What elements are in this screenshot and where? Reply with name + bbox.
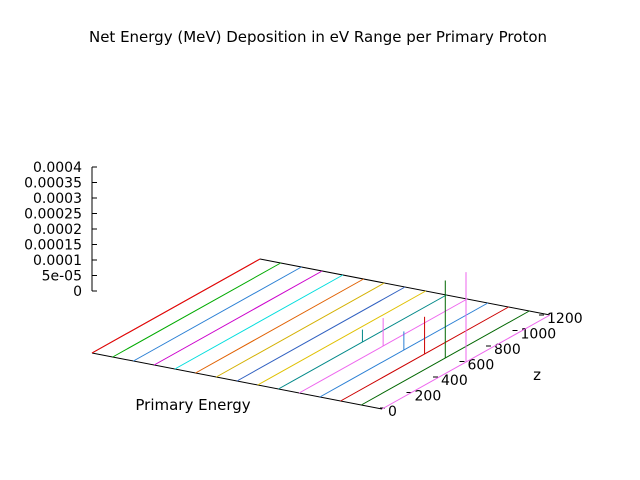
- value-tick-label: 0.00025: [24, 207, 82, 223]
- depth-tick-label: 1000: [521, 327, 557, 343]
- series-line: [195, 278, 364, 374]
- vertical-axis-ticks: 0.00040.000350.00030.000250.00020.000150…: [24, 160, 97, 300]
- depth-axis-label: z: [533, 366, 541, 384]
- x-axis-label: Primary Energy: [135, 396, 250, 414]
- series-line: [216, 282, 385, 378]
- series-line: [236, 286, 406, 382]
- chart-title: Net Energy (MeV) Deposition in eV Range …: [89, 28, 547, 46]
- value-tick-label: 0.0004: [33, 160, 82, 176]
- value-tick-label: 0.00015: [24, 238, 82, 254]
- value-tick-label: 5e-05: [42, 269, 82, 285]
- series-spikes: [361, 272, 467, 362]
- series-line: [133, 266, 302, 362]
- depth-tick-label: 0: [388, 404, 397, 420]
- series-line: [257, 290, 426, 386]
- depth-tick-label: 1200: [547, 311, 583, 327]
- depth-tick-label: 400: [441, 373, 468, 389]
- value-tick-label: 0.0003: [33, 191, 82, 207]
- series-line: [91, 258, 261, 354]
- depth-tick-label: 800: [494, 342, 521, 358]
- series-line: [153, 270, 323, 366]
- value-tick-label: 0.0001: [33, 253, 82, 269]
- depth-tick-label: 200: [415, 389, 442, 405]
- series-lines: [91, 258, 551, 410]
- series-line: [112, 262, 281, 358]
- series-line: [174, 274, 344, 370]
- depth-tick-label: 600: [468, 358, 495, 374]
- value-tick-label: 0.0002: [33, 222, 82, 238]
- value-tick-label: 0: [73, 284, 82, 300]
- value-tick-label: 0.00035: [24, 176, 82, 192]
